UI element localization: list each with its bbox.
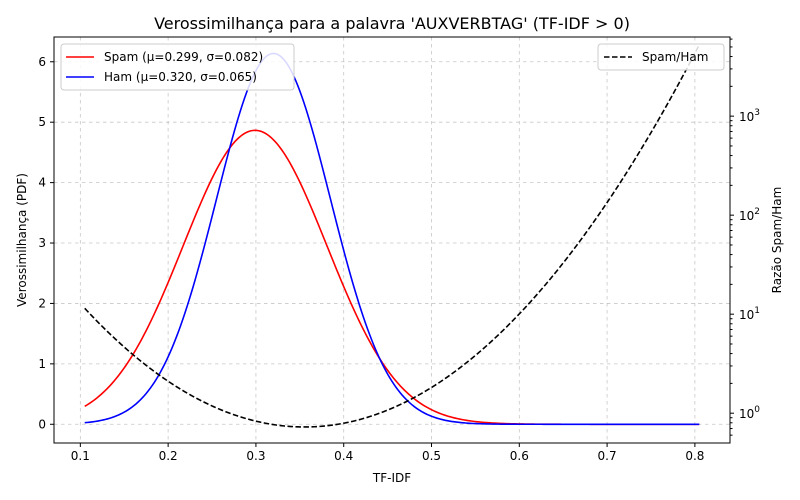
x-tick-label: 0.1 [71, 449, 90, 463]
y2-tick-label: 100 [739, 405, 760, 421]
plot-frame [53, 36, 731, 444]
plot-series [84, 44, 700, 428]
y-tick-label: 5 [38, 115, 46, 129]
y-tick-label: 3 [38, 236, 46, 250]
legend-right-box [597, 43, 725, 71]
legend-label-spam: Spam (μ=0.299, σ=0.082) [104, 50, 263, 64]
x-axis-label: TF-IDF [372, 471, 411, 485]
legend-left: Spam (μ=0.299, σ=0.082) Ham (μ=0.320, σ=… [60, 43, 295, 91]
x-tick-label: 0.4 [334, 449, 353, 463]
y-tick-label: 6 [38, 55, 46, 69]
ticks: 0.1 0.2 0.3 0.4 0.5 0.6 0.7 0.8 0 1 2 3 4 5 6 100 101 102… [38, 38, 760, 463]
grid [54, 37, 730, 443]
legend-label-ratio: Spam/Ham [642, 50, 708, 64]
x-tick-label: 0.6 [510, 449, 529, 463]
series-line-spam-ham-ratio [84, 44, 700, 428]
legend-right: Spam/Ham [597, 43, 725, 71]
chart-title: Verossimilhança para a palavra 'AUXVERBT… [154, 14, 630, 33]
legend-left-box [60, 43, 295, 91]
x-tick-label: 0.2 [159, 449, 178, 463]
x-tick-label: 0.7 [598, 449, 617, 463]
series-line-ham [84, 52, 700, 426]
y2-tick-label: 102 [739, 207, 760, 223]
y2-tick-label: 103 [739, 108, 760, 124]
y2-tick-label: 101 [739, 306, 760, 322]
legend-label-ham: Ham (μ=0.320, σ=0.065) [104, 70, 257, 84]
y-tick-label: 2 [38, 296, 46, 310]
x-tick-label: 0.8 [685, 449, 704, 463]
y-tick-label: 0 [38, 417, 46, 431]
y-tick-label: 1 [38, 357, 46, 371]
x-tick-label: 0.5 [422, 449, 441, 463]
y-axis-label: Verossimilhança (PDF) [15, 173, 29, 307]
y2-axis-label: Razão Spam/Ham [770, 187, 784, 294]
y-tick-label: 4 [38, 176, 46, 190]
x-tick-label: 0.3 [246, 449, 265, 463]
